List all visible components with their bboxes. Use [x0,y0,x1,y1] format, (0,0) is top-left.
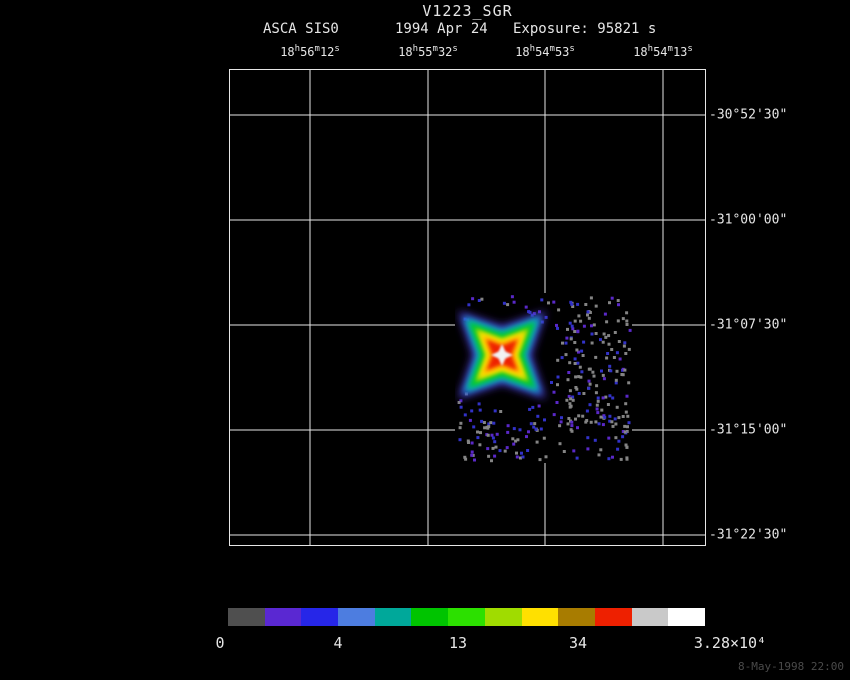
colorbar-segment [521,608,559,626]
ra-tick-label: 18h54m53s [515,44,575,60]
colorbar-segment [448,608,485,626]
timestamp-label: 8-May-1998 22:00 [738,660,844,673]
ra-tick-label: 18h55m32s [398,44,458,60]
sky-image [230,70,705,545]
colorbar-segment [411,608,449,626]
colorbar-segment [668,608,705,626]
colorbar-segment [338,608,375,626]
colorbar-segment [301,608,339,626]
dec-tick-label: -31°00'00" [709,212,788,228]
colorbar-segment [631,608,669,626]
dec-tick-label: -31°15'00" [709,422,788,438]
colorbar-segment [594,608,632,626]
date-label: 1994 Apr 24 [395,21,488,37]
colorbar-segment [264,608,302,626]
ra-tick-label: 18h54m13s [633,44,693,60]
colorbar-segment [228,608,265,626]
observation-info: ASCA SIS0 1994 Apr 24 Exposure: 95821 s [230,21,750,39]
colorbar-tick-label: 0 [215,634,225,652]
dec-tick-label: -30°52'30" [709,107,788,123]
plot-area [229,69,706,546]
instrument-label: ASCA SIS0 [263,21,339,37]
colorbar-segment [558,608,595,626]
colorbar-segment [374,608,412,626]
colorbar-tick-label: 34 [568,634,588,652]
dec-tick-label: -31°07'30" [709,317,788,333]
colorbar-segment [484,608,522,626]
colorbar-tick-label: 13 [448,634,468,652]
ra-axis-tick-labels: 18h56m12s 18h55m32s 18h54m53s 18h54m13s [0,45,850,63]
ra-tick-label: 18h56m12s [280,44,340,60]
colorbar [228,608,705,626]
dec-tick-label: -31°22'30" [709,527,788,543]
colorbar-tick-labels: 3.28×10⁴ 0 4 13 34 [215,634,766,654]
colorbar-max-label: 3.28×10⁴ [693,634,767,652]
chart-title: V1223_SGR [422,2,513,20]
colorbar-tick-label: 4 [333,634,343,652]
exposure-label: Exposure: 95821 s [513,21,657,37]
